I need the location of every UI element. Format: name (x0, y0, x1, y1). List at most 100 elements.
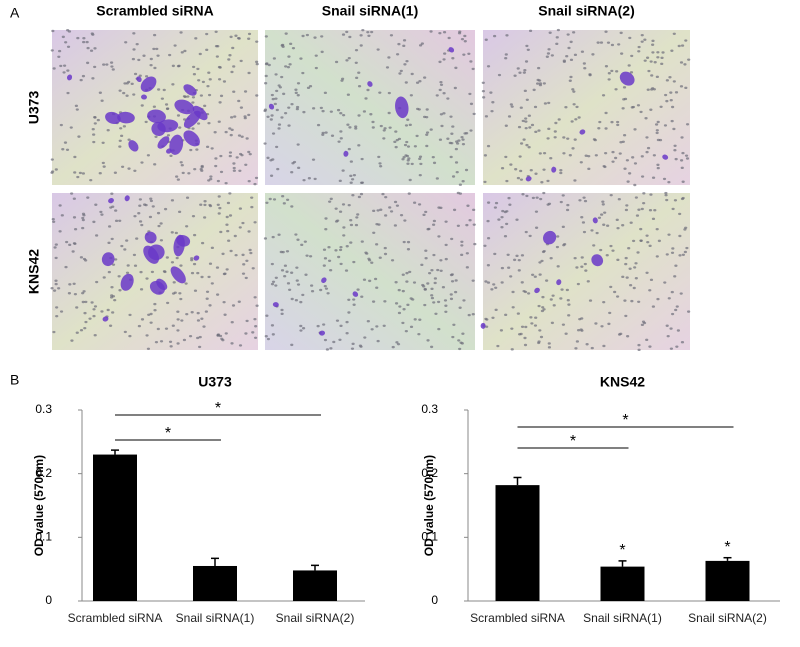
pore (584, 269, 588, 272)
pore (640, 155, 644, 158)
pore (235, 156, 239, 159)
pore (347, 56, 351, 60)
pore (486, 264, 490, 267)
pore (196, 122, 201, 125)
pore (156, 54, 160, 57)
pore (295, 279, 299, 282)
pore (319, 106, 323, 110)
pore (522, 138, 526, 141)
pore (153, 33, 157, 37)
pore (286, 198, 290, 201)
pore (434, 312, 438, 316)
pore (387, 91, 391, 95)
pore (192, 262, 197, 266)
pore (575, 266, 579, 269)
pore (648, 209, 653, 212)
pore (234, 253, 238, 257)
pore (541, 306, 545, 309)
pore (110, 65, 114, 68)
pore (571, 147, 575, 150)
pore (349, 181, 353, 184)
pore (54, 168, 58, 171)
pore (339, 262, 343, 266)
pore (228, 127, 232, 130)
pore (100, 99, 104, 102)
cell (343, 150, 349, 157)
cell (272, 302, 279, 308)
pore (185, 312, 189, 316)
pore (655, 227, 659, 231)
pore (646, 240, 650, 244)
pore (382, 324, 386, 327)
pore (81, 218, 85, 222)
pore (339, 245, 343, 249)
cell (534, 287, 540, 294)
pore (673, 199, 678, 202)
pore (665, 79, 669, 82)
pore (89, 49, 94, 52)
pore (568, 79, 572, 82)
pore (328, 200, 332, 203)
pore (291, 46, 296, 50)
pore (241, 221, 245, 225)
pore (438, 138, 443, 141)
pore (361, 28, 365, 32)
pore (55, 314, 59, 318)
pore (564, 106, 568, 109)
pore (394, 281, 398, 284)
pore (637, 50, 641, 53)
pore (402, 44, 406, 48)
pore (533, 105, 538, 109)
pore (515, 218, 519, 221)
pore (446, 137, 450, 140)
pore (610, 120, 614, 124)
cell (105, 111, 121, 124)
pore (631, 105, 636, 109)
pore (556, 235, 560, 238)
pore (640, 33, 644, 37)
cell (551, 166, 557, 173)
pore (649, 60, 653, 63)
pore (396, 342, 401, 346)
pore (369, 113, 373, 116)
pore (306, 86, 311, 90)
pore (93, 65, 97, 69)
pore (550, 54, 554, 57)
pore (54, 256, 58, 260)
pore (685, 123, 690, 126)
pore (304, 273, 308, 276)
pore (637, 45, 641, 49)
pore (609, 193, 613, 197)
pore (610, 43, 615, 47)
pore (676, 329, 680, 332)
cell (169, 134, 184, 155)
pore (140, 223, 144, 227)
pore (231, 46, 235, 50)
pore (564, 332, 568, 335)
pore (65, 148, 70, 151)
pore (66, 45, 71, 48)
pore (401, 273, 405, 276)
pore (385, 66, 390, 69)
pore (185, 196, 190, 199)
pore (586, 280, 590, 283)
pore (513, 74, 517, 77)
cell (157, 136, 170, 149)
pore (205, 145, 210, 149)
pore (398, 305, 402, 308)
pore (148, 215, 153, 219)
pore (341, 169, 345, 172)
pore (562, 152, 566, 155)
pore (285, 250, 290, 253)
pore (207, 121, 211, 125)
pore (362, 278, 367, 281)
pore (580, 317, 584, 320)
pore (412, 281, 417, 284)
column-header: Snail siRNA(2) (538, 3, 634, 19)
bar (93, 454, 137, 601)
pore (675, 305, 679, 308)
pore (614, 156, 618, 160)
pore (577, 116, 581, 119)
pore (81, 291, 85, 295)
cell (579, 129, 586, 135)
